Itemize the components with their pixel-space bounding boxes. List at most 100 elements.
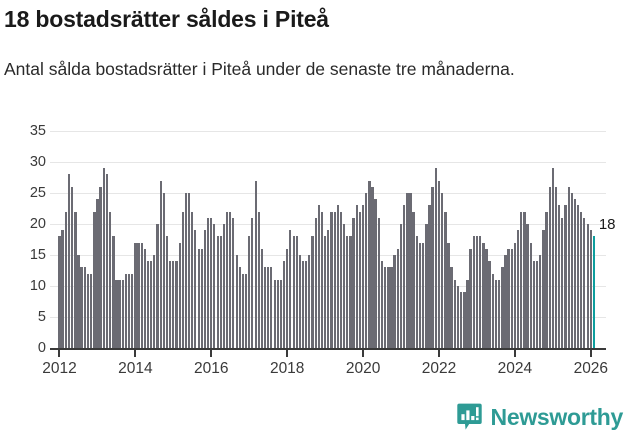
bar[interactable]	[238, 267, 241, 348]
bar[interactable]	[440, 193, 444, 348]
bar[interactable]	[89, 273, 93, 348]
bar[interactable]	[226, 211, 229, 348]
bar[interactable]	[140, 242, 143, 348]
bar[interactable]	[229, 211, 232, 348]
bar[interactable]	[437, 180, 441, 348]
bar[interactable]	[188, 193, 191, 348]
bar[interactable]	[434, 168, 438, 348]
bar[interactable]	[396, 248, 400, 348]
bar[interactable]	[74, 211, 77, 348]
bar[interactable]	[573, 199, 576, 348]
bar[interactable]	[137, 242, 140, 348]
bar[interactable]	[551, 168, 554, 348]
bar[interactable]	[535, 261, 539, 348]
bar[interactable]	[143, 248, 146, 348]
bar[interactable]	[324, 236, 327, 348]
bar[interactable]	[308, 255, 311, 348]
bar[interactable]	[406, 193, 409, 348]
bar[interactable]	[393, 255, 396, 348]
bar[interactable]	[276, 279, 279, 348]
bar[interactable]	[112, 236, 115, 348]
bar[interactable]	[150, 261, 153, 348]
bar[interactable]	[286, 248, 289, 348]
bar[interactable]	[124, 273, 128, 348]
bar[interactable]	[583, 217, 586, 348]
bar[interactable]	[491, 273, 495, 348]
bar[interactable]	[264, 267, 267, 348]
bar[interactable]	[273, 279, 276, 348]
bar[interactable]	[339, 211, 343, 348]
bar[interactable]	[251, 217, 254, 348]
bar[interactable]	[444, 211, 447, 348]
bar[interactable]	[390, 267, 393, 348]
bar[interactable]	[216, 236, 219, 348]
bar[interactable]	[589, 230, 592, 348]
bar[interactable]	[412, 211, 415, 348]
bar[interactable]	[539, 255, 542, 348]
bar[interactable]	[67, 174, 71, 348]
bar[interactable]	[333, 211, 336, 348]
bar[interactable]	[156, 224, 159, 348]
bar[interactable]	[96, 199, 99, 348]
bar[interactable]	[222, 224, 225, 348]
bar[interactable]	[311, 236, 314, 348]
bar[interactable]	[358, 211, 362, 348]
bar[interactable]	[380, 261, 384, 348]
bar[interactable]	[558, 205, 561, 348]
bar[interactable]	[415, 236, 419, 348]
bar[interactable]	[207, 217, 210, 348]
bar[interactable]	[213, 224, 216, 348]
bar[interactable]	[169, 261, 172, 348]
bar[interactable]	[232, 217, 235, 348]
bar[interactable]	[402, 205, 406, 348]
bar[interactable]	[279, 279, 282, 348]
bar[interactable]	[418, 242, 422, 348]
bar[interactable]	[425, 224, 428, 348]
bar[interactable]	[118, 279, 121, 348]
bar[interactable]	[580, 211, 583, 348]
bar[interactable]	[191, 211, 194, 348]
bar[interactable]	[561, 217, 564, 348]
bar[interactable]	[478, 236, 482, 348]
bar[interactable]	[336, 205, 339, 348]
bar[interactable]	[295, 236, 298, 348]
bar[interactable]	[488, 261, 491, 348]
bar[interactable]	[542, 230, 545, 348]
bar[interactable]	[181, 211, 184, 348]
bar[interactable]	[352, 217, 355, 348]
bar[interactable]	[289, 230, 292, 348]
bar[interactable]	[235, 255, 238, 348]
bar[interactable]	[510, 248, 513, 348]
bar[interactable]	[399, 224, 403, 348]
bar[interactable]	[260, 248, 263, 348]
bar[interactable]	[450, 267, 453, 348]
bar[interactable]	[172, 261, 175, 348]
bar[interactable]	[526, 224, 529, 348]
bar[interactable]	[302, 261, 305, 348]
bar[interactable]	[248, 236, 251, 348]
bar[interactable]	[586, 224, 589, 348]
bar[interactable]	[497, 279, 501, 348]
bar[interactable]	[267, 267, 270, 348]
bar[interactable]	[523, 211, 526, 348]
bar[interactable]	[146, 261, 150, 348]
bar[interactable]	[115, 279, 118, 348]
bar[interactable]	[548, 186, 551, 348]
bar[interactable]	[507, 248, 510, 348]
bar[interactable]	[320, 211, 324, 348]
bar[interactable]	[447, 242, 450, 348]
bar[interactable]	[494, 279, 498, 348]
bar[interactable]	[327, 230, 330, 348]
bar[interactable]	[371, 186, 374, 348]
bar[interactable]	[472, 236, 476, 348]
bar[interactable]	[178, 242, 181, 348]
bar[interactable]	[175, 261, 178, 348]
bar[interactable]	[131, 273, 134, 348]
bar[interactable]	[361, 205, 365, 348]
bar[interactable]	[219, 236, 222, 348]
bar[interactable]	[346, 236, 349, 348]
bar[interactable]	[368, 180, 371, 348]
bar[interactable]	[475, 236, 479, 348]
bar[interactable]	[257, 211, 260, 348]
bar[interactable]	[355, 205, 358, 348]
